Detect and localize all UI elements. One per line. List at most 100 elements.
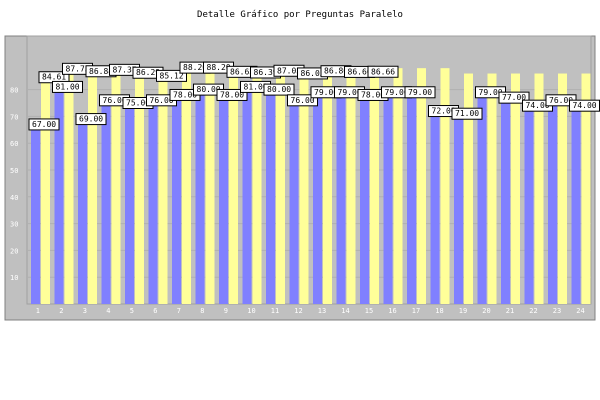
bar-s2-20 xyxy=(487,73,497,305)
data-label-s2-15: 86.66 xyxy=(371,67,395,76)
data-label-s2-6: 85.12 xyxy=(160,71,184,80)
data-label-box xyxy=(52,80,83,93)
grid-lines xyxy=(27,89,591,278)
bar-s1-3 xyxy=(78,119,87,304)
data-label-s2-14: 86.60 xyxy=(348,67,372,76)
bar-s2-16 xyxy=(393,68,403,304)
data-label-box xyxy=(216,88,248,101)
bar-s2-1 xyxy=(41,77,50,304)
data-label-s2-9: 86.63 xyxy=(230,67,254,76)
x-tick-label: 5 xyxy=(130,307,134,315)
data-label-s1-18: 72.00 xyxy=(432,107,456,116)
data-label-s1-12: 76.00 xyxy=(291,96,315,105)
bar-s2-15 xyxy=(370,71,379,305)
x-tick-label: 1 xyxy=(36,307,40,315)
bar-s2-8 xyxy=(205,67,215,305)
bar-s1-9 xyxy=(219,94,228,305)
data-label-box xyxy=(498,91,530,104)
x-tick-label: 6 xyxy=(153,307,157,315)
bar-s2-4 xyxy=(111,69,121,305)
data-label-s1-24: 74.00 xyxy=(573,101,597,110)
bar-s2-5 xyxy=(135,72,144,304)
data-label-s2-8: 88.20 xyxy=(207,63,231,72)
x-tick-label: 9 xyxy=(224,307,228,315)
bar-s1-12 xyxy=(289,100,299,304)
bar-s2-17 xyxy=(417,68,426,304)
x-tick-label: 4 xyxy=(106,307,110,315)
bar-s2-23 xyxy=(558,73,567,305)
bar-s1-5 xyxy=(125,103,134,304)
bar-s2-3 xyxy=(88,71,97,304)
y-tick-label: 10 xyxy=(10,274,18,282)
bar-s2-6 xyxy=(158,75,168,304)
data-label-s1-4: 76.00 xyxy=(103,96,127,105)
bar-s1-15 xyxy=(360,94,369,305)
data-label-s1-22: 74.00 xyxy=(526,101,550,110)
data-label-s2-3: 86.84 xyxy=(89,67,113,76)
data-label-s1-8: 80.00 xyxy=(197,85,221,94)
y-tick-label: 60 xyxy=(10,140,18,148)
x-tick-label: 24 xyxy=(576,307,584,315)
bar-s2-11 xyxy=(276,70,285,304)
data-label-s1-14: 79.00 xyxy=(338,88,362,97)
bar-s2-9 xyxy=(229,71,238,304)
bar-s1-8 xyxy=(195,89,205,304)
data-label-box xyxy=(156,69,187,82)
y-tick-label: 20 xyxy=(10,247,18,255)
bar-s2-22 xyxy=(534,73,544,305)
bar-s1-19 xyxy=(454,113,463,304)
chart-title: Detalle Gráfico por Preguntas Paralelo xyxy=(197,10,403,20)
x-tick-label: 18 xyxy=(435,307,443,315)
bar-s2-10 xyxy=(252,72,262,305)
x-tick-label: 22 xyxy=(529,307,537,315)
data-label-s2-11: 87.03 xyxy=(277,66,301,75)
x-tick-label: 7 xyxy=(177,307,181,315)
x-tick-label: 20 xyxy=(482,307,490,315)
data-label-box xyxy=(367,65,399,78)
bar-s2-12 xyxy=(299,73,309,304)
data-label-s2-10: 86.39 xyxy=(254,68,278,77)
data-label-s2-13: 86.86 xyxy=(324,67,348,76)
data-label-s2-2: 87.75 xyxy=(66,64,90,73)
data-label-box xyxy=(451,107,483,120)
data-label-s2-1: 84.61 xyxy=(42,73,66,82)
bar-s1-21 xyxy=(501,97,510,304)
bar-s1-16 xyxy=(383,92,393,304)
bars xyxy=(31,67,591,305)
x-tick-label: 10 xyxy=(247,307,255,315)
bar-s2-7 xyxy=(182,67,191,305)
data-label-s1-20: 79.00 xyxy=(479,88,503,97)
data-label-s2-5: 86.29 xyxy=(136,68,160,77)
y-tick-label: 70 xyxy=(10,113,18,121)
bar-s1-2 xyxy=(54,86,64,304)
x-tick-label: 17 xyxy=(412,307,420,315)
data-labels: 67.0084.6181.0087.7569.0086.8476.0087.37… xyxy=(28,61,600,131)
bar-s2-2 xyxy=(64,68,74,304)
bar-s2-13 xyxy=(323,71,332,304)
x-tick-label: 3 xyxy=(83,307,87,315)
bar-s1-6 xyxy=(148,100,158,304)
bar-s1-23 xyxy=(548,100,557,304)
data-label-s1-16: 79.00 xyxy=(385,88,409,97)
y-tick-label: 50 xyxy=(10,167,18,175)
bar-s1-17 xyxy=(407,92,416,304)
bar-s2-24 xyxy=(581,73,591,305)
data-label-s1-19: 71.00 xyxy=(455,109,479,118)
x-tick-label: 19 xyxy=(459,307,467,315)
x-tick-label: 16 xyxy=(388,307,396,315)
y-tick-label: 40 xyxy=(10,194,18,202)
bar-s1-11 xyxy=(266,89,275,304)
y-tick-label: 30 xyxy=(10,221,18,229)
x-tick-label: 23 xyxy=(553,307,561,315)
bar-s1-7 xyxy=(172,94,181,305)
bar-s1-1 xyxy=(31,124,40,304)
data-label-box xyxy=(263,83,295,96)
data-label-s2-4: 87.37 xyxy=(113,65,137,74)
x-tick-label: 13 xyxy=(318,307,326,315)
data-label-box xyxy=(28,118,60,131)
data-label-s1-1: 67.00 xyxy=(32,120,56,129)
y-tick-label: 80 xyxy=(10,87,18,95)
data-label-box xyxy=(404,86,436,99)
bar-s2-19 xyxy=(464,73,473,305)
